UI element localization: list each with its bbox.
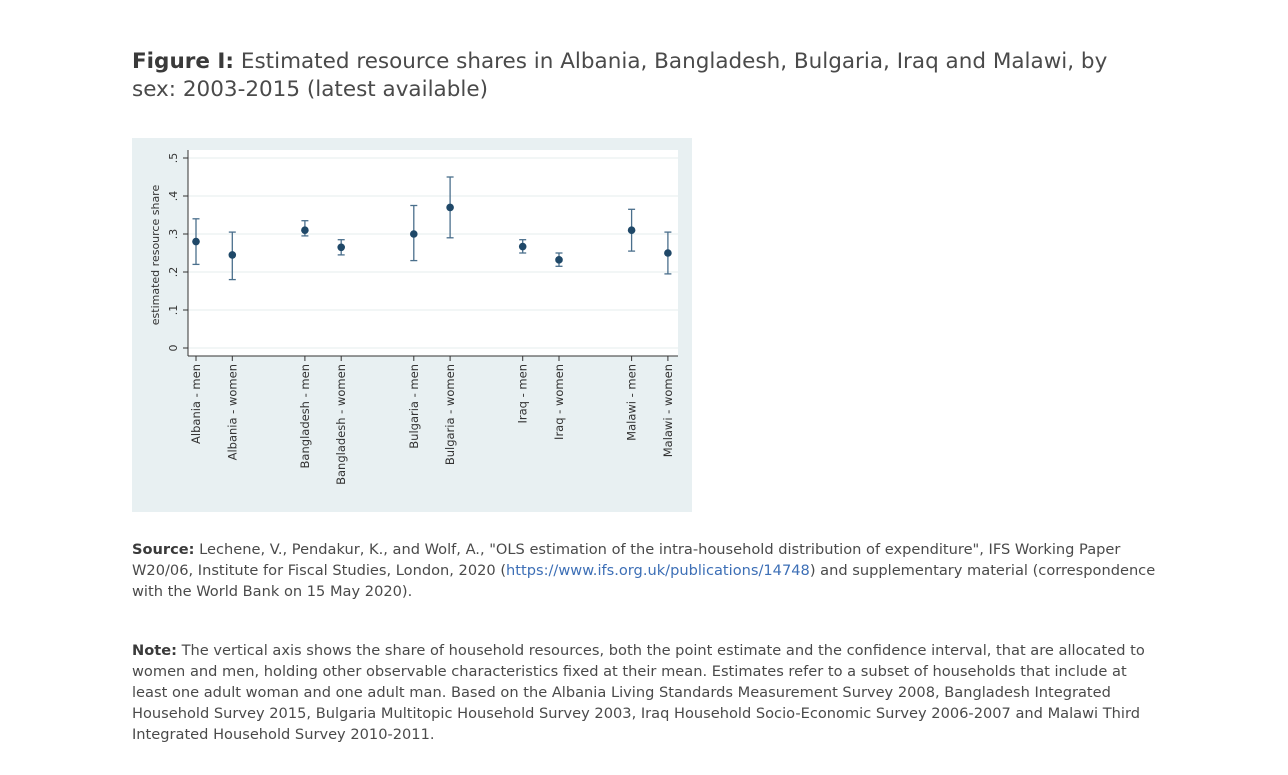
x-tick-label: Bangladesh - men <box>298 364 312 468</box>
x-tick-label: Bangladesh - women <box>334 364 348 485</box>
x-tick-label: Bulgaria - women <box>443 364 457 465</box>
x-tick-label: Malawi - men <box>625 364 639 441</box>
source-paragraph: Source: Lechene, V., Pendakur, K., and W… <box>132 539 1162 602</box>
y-tick-label: 0 <box>167 345 180 352</box>
point-estimate <box>301 226 309 234</box>
source-label: Source: <box>132 541 195 558</box>
point-estimate <box>410 230 418 238</box>
figure-label: Figure I: <box>132 49 235 74</box>
y-tick-label: .5 <box>167 153 180 164</box>
note-label: Note: <box>132 642 177 659</box>
source-text-before: Lechene, V., Pendakur, K., and Wolf, A.,… <box>132 541 1121 579</box>
y-tick-label: .4 <box>167 191 180 202</box>
x-tick-label: Albania - women <box>225 364 239 460</box>
point-estimate <box>228 251 237 259</box>
source-text-after: ) and supplementary material (correspond… <box>132 562 1156 600</box>
point-estimate <box>446 203 454 212</box>
point-estimate <box>627 226 636 234</box>
point-estimate <box>664 249 672 257</box>
y-tick-label: .3 <box>167 229 180 240</box>
y-tick-label: .1 <box>167 305 180 316</box>
figure-title: Figure I: Estimated resource shares in A… <box>132 48 1142 104</box>
x-tick-label: Malawi - women <box>661 364 675 457</box>
point-estimate <box>555 256 563 264</box>
x-tick-label: Albania - men <box>189 364 203 444</box>
x-tick-label: Iraq - men <box>516 364 530 424</box>
y-axis-title: estimated resource share <box>149 185 162 326</box>
chart-svg: 0 .1 .2 .3 .4 .5 estimated resource share Alban… <box>132 138 692 512</box>
source-link[interactable]: https://www.ifs.org.uk/publications/1474… <box>506 562 810 579</box>
note-text: The vertical axis shows the share of hou… <box>132 642 1145 743</box>
x-tick-label: Iraq - women <box>552 364 566 440</box>
plot-area <box>188 150 678 356</box>
point-estimate <box>518 242 527 251</box>
figure-title-text: Estimated resource shares in Albania, Ba… <box>132 49 1108 102</box>
point-estimate <box>337 243 345 252</box>
note-paragraph: Note: The vertical axis shows the share … <box>132 640 1162 745</box>
y-tick-label: .2 <box>167 267 180 278</box>
x-tick-label: Bulgaria - men <box>407 364 421 449</box>
point-estimate <box>192 237 200 246</box>
chart: 0 .1 .2 .3 .4 .5 estimated resource share Alban… <box>132 138 692 512</box>
